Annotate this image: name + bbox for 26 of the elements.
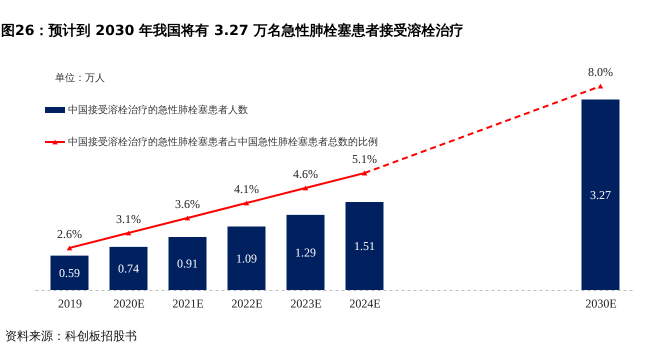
data-label: 5.1% bbox=[352, 152, 377, 166]
legend-label: 中国接受溶栓治疗的急性肺栓塞患者人数 bbox=[68, 104, 248, 116]
text: 单位：万人 bbox=[55, 72, 105, 84]
x-tick-label: 2023E bbox=[290, 296, 322, 310]
x-tick-label: 2022E bbox=[231, 296, 263, 310]
text: 资料来源：科创板招股书 bbox=[5, 329, 137, 343]
data-label: 4.1% bbox=[234, 182, 259, 196]
data-label: 0.91 bbox=[177, 256, 198, 270]
x-tick-label: 2019 bbox=[58, 296, 82, 310]
x-tick-label: 2030E bbox=[585, 296, 617, 310]
data-label: 3.27 bbox=[590, 188, 611, 202]
data-label: 3.6% bbox=[175, 196, 200, 211]
data-label: 1.09 bbox=[236, 251, 257, 266]
data-label: 1.29 bbox=[295, 245, 316, 260]
data-label: 8.0% bbox=[588, 65, 613, 80]
data-label: 3.1% bbox=[116, 212, 141, 226]
data-label: 0.74 bbox=[118, 261, 139, 276]
chart-title: 图26：预计到 2030 年我国将有 3.27 万名急性肺栓塞患者接受溶栓治疗 bbox=[1, 22, 464, 40]
x-tick-label: 2020E bbox=[113, 296, 145, 310]
x-tick-label: 2024E bbox=[349, 296, 381, 310]
data-label: 2.6% bbox=[57, 226, 82, 241]
data-label: 1.51 bbox=[354, 239, 375, 254]
x-tick-label: 2021E bbox=[172, 296, 204, 310]
data-label: 0.59 bbox=[59, 266, 80, 280]
legend-label: 中国接受溶栓治疗的急性肺栓塞患者占中国急性肺栓塞患者总数的比例 bbox=[68, 136, 378, 148]
data-label: 4.6% bbox=[293, 167, 318, 182]
